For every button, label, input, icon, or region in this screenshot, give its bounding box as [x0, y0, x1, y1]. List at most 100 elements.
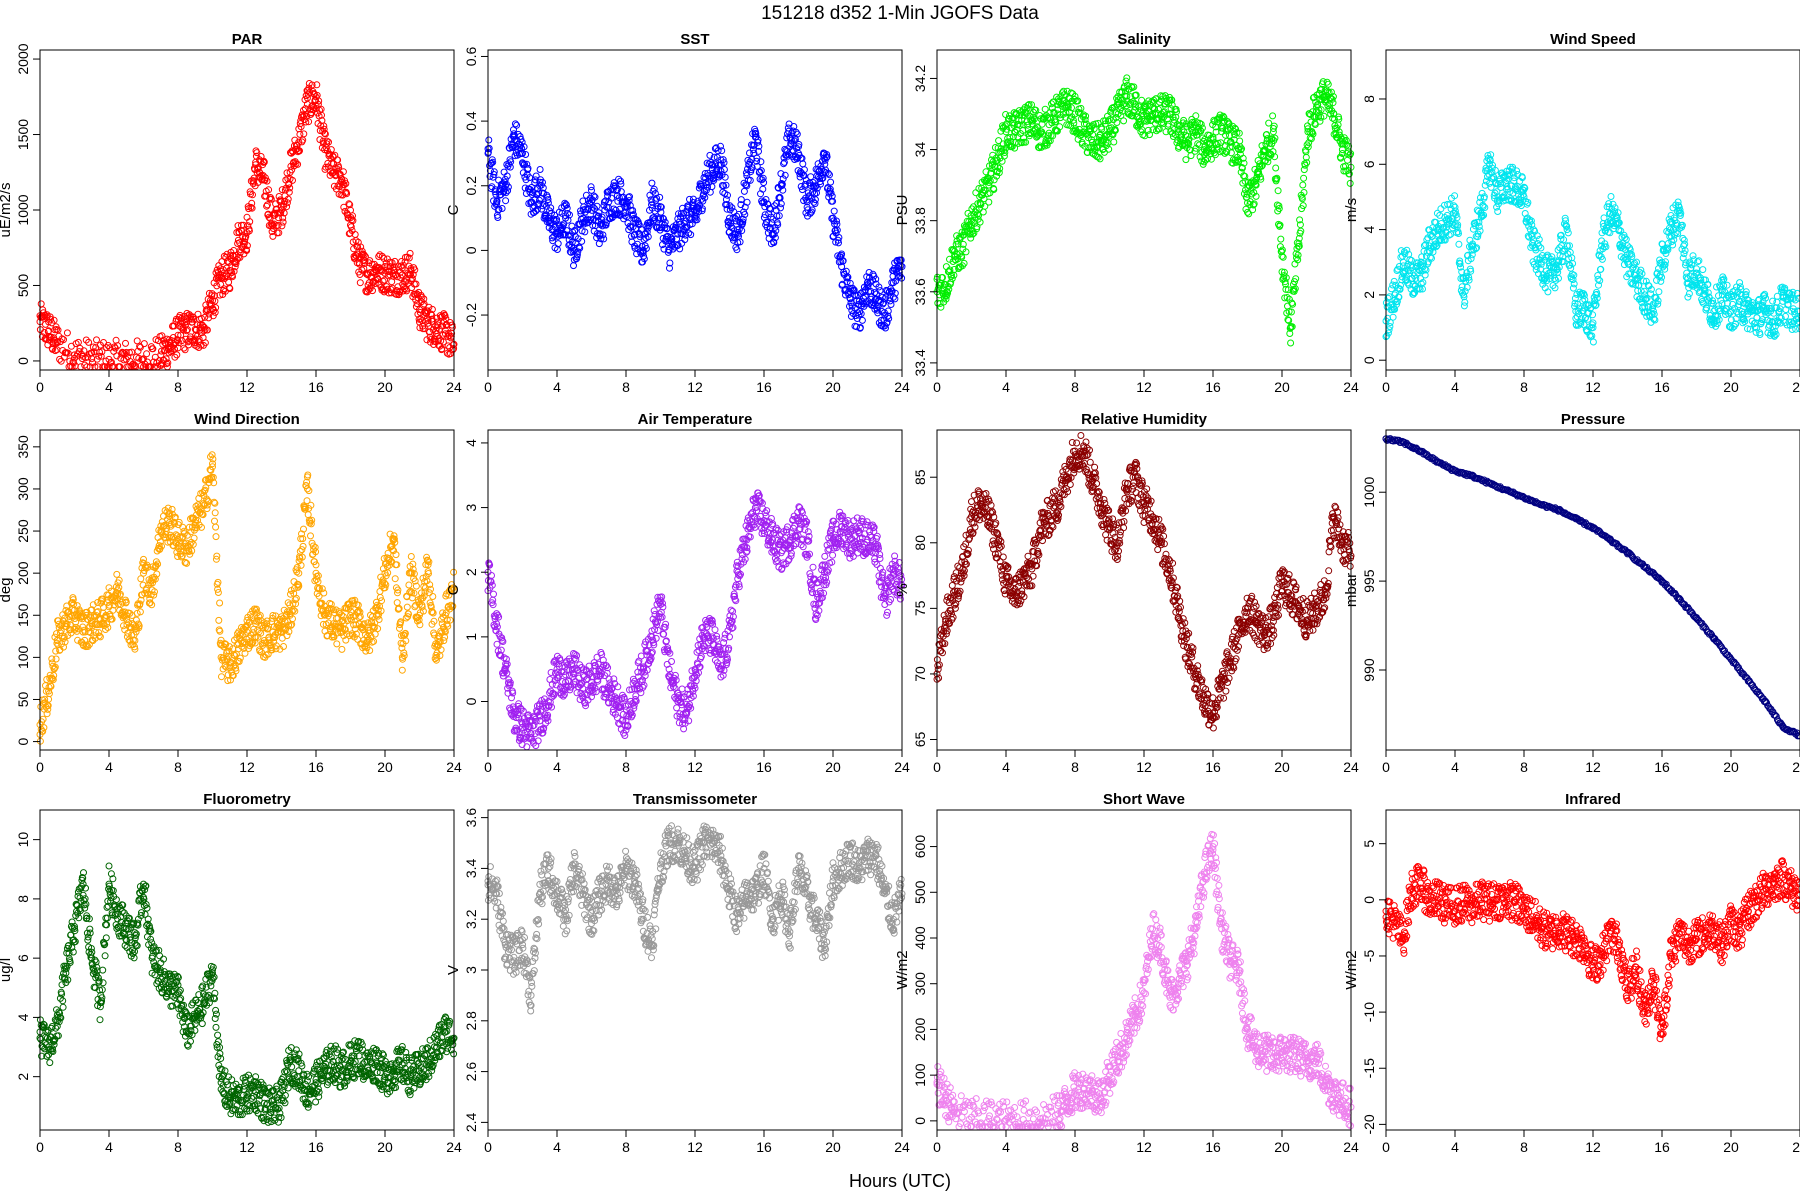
x-tick-label: 4 — [105, 379, 113, 395]
data-point — [633, 250, 641, 258]
data-point — [391, 257, 399, 265]
data-point — [562, 201, 570, 209]
data-point — [403, 287, 411, 295]
data-point — [267, 195, 275, 203]
data-point — [643, 228, 651, 236]
data-point — [212, 304, 220, 312]
data-point — [270, 220, 278, 228]
data-point — [320, 125, 328, 133]
x-tick-label: 8 — [1520, 379, 1528, 395]
data-point — [183, 327, 191, 335]
figure-title: 151218 d352 1-Min JGOFS Data — [761, 3, 1039, 24]
data-point — [213, 282, 221, 290]
data-point — [656, 193, 664, 201]
data-point — [165, 343, 173, 351]
y-tick-label: 0 — [15, 357, 31, 365]
data-point — [260, 158, 268, 166]
x-tick-label: 4 — [1451, 379, 1459, 395]
data-point — [348, 216, 356, 224]
data-point — [648, 201, 655, 209]
data-point — [563, 204, 571, 212]
data-point — [1569, 284, 1577, 292]
data-point — [234, 236, 242, 244]
panel-title: SST — [680, 31, 709, 48]
data-point — [77, 363, 85, 371]
data-point — [278, 186, 286, 194]
data-point — [1346, 179, 1354, 187]
data-point — [173, 351, 181, 359]
data-point — [249, 191, 256, 199]
data-point — [312, 93, 320, 101]
data-point — [385, 268, 393, 276]
data-point — [1277, 235, 1285, 243]
data-point — [640, 255, 648, 263]
data-point — [566, 211, 573, 219]
data-point — [283, 203, 291, 211]
data-point — [578, 237, 586, 245]
data-point — [321, 129, 329, 137]
data-point — [122, 348, 130, 356]
data-point — [612, 211, 620, 219]
data-point — [590, 192, 598, 200]
data-point — [651, 190, 659, 197]
data-point — [113, 570, 121, 578]
data-point — [45, 327, 53, 335]
data-point — [162, 355, 170, 363]
data-point — [88, 355, 96, 363]
data-point — [439, 338, 447, 346]
data-point — [140, 340, 148, 348]
data-point — [217, 274, 225, 282]
data-point — [384, 285, 392, 293]
data-point — [626, 222, 634, 230]
data-point — [418, 293, 426, 301]
data-point — [635, 220, 642, 228]
data-point — [199, 322, 207, 330]
data-point — [488, 156, 496, 164]
data-point — [425, 303, 433, 311]
data-point — [211, 517, 218, 525]
data-point — [180, 344, 188, 352]
data-point — [609, 186, 617, 194]
data-point — [654, 202, 662, 210]
data-point — [427, 310, 435, 318]
data-point — [221, 273, 229, 281]
x-tick-label: 24 — [1343, 379, 1359, 395]
y-tick-label: 1000 — [15, 194, 31, 225]
x-tick-label: 4 — [1002, 379, 1010, 395]
data-point — [1594, 275, 1602, 283]
data-point — [1693, 265, 1700, 273]
data-point — [597, 235, 605, 243]
data-point — [506, 163, 514, 171]
data-point — [217, 281, 225, 288]
data-point — [1723, 281, 1731, 289]
data-point — [216, 599, 224, 607]
data-point — [250, 178, 258, 186]
data-point — [122, 339, 129, 347]
data-point — [544, 196, 552, 204]
x-tick-label: 24 — [446, 379, 462, 395]
data-point — [1679, 234, 1687, 242]
data-point — [269, 232, 277, 240]
data-point — [286, 168, 294, 176]
data-point — [224, 258, 232, 265]
data-point — [424, 319, 432, 327]
data-point — [635, 221, 643, 229]
data-point — [356, 279, 364, 287]
data-point — [205, 310, 213, 318]
point-series — [933, 74, 1355, 347]
data-point — [518, 138, 526, 146]
plot-frame — [39, 49, 455, 371]
data-point — [637, 226, 645, 233]
y-tick-label: 0 — [463, 246, 479, 254]
data-point — [648, 179, 656, 187]
y-tick-label: 33.4 — [912, 349, 928, 376]
data-point — [513, 121, 521, 129]
data-point — [498, 205, 506, 212]
figure-xlabel: Hours (UTC) — [849, 1171, 951, 1191]
data-point — [225, 278, 233, 286]
data-point — [303, 100, 311, 108]
data-point — [255, 168, 263, 176]
data-point — [45, 695, 53, 703]
data-point — [274, 221, 282, 229]
